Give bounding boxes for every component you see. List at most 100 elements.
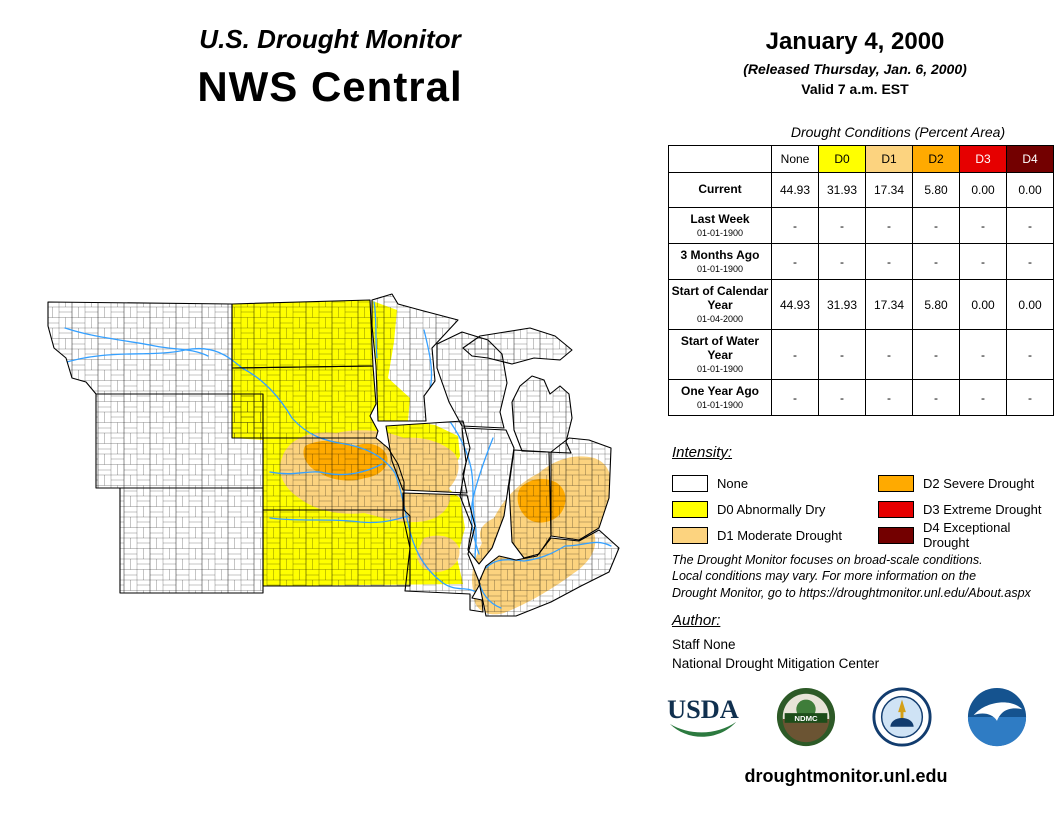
row-label: Current: [698, 182, 742, 197]
row-label: One Year Ago: [680, 384, 760, 399]
river-lines: [59, 301, 612, 609]
legend-label: D0 Abnormally Dry: [717, 501, 826, 517]
value-cell: -: [959, 243, 1007, 281]
legend-label: D2 Severe Drought: [923, 475, 1035, 491]
column-header-d0: D0: [818, 145, 866, 173]
value-cell: 44.93: [771, 172, 819, 208]
row-label-cell: 3 Months Ago 01-01-1900: [668, 243, 772, 281]
value-cell: -: [865, 243, 913, 281]
value-cell: 0.00: [1006, 172, 1054, 208]
value-cell: -: [959, 206, 1007, 245]
legend-item: D3 Extreme Drought: [878, 496, 1056, 522]
column-header-none: None: [771, 145, 819, 173]
legend-swatch: [878, 526, 914, 544]
table-row: One Year Ago 01-01-1900 ------: [668, 379, 1054, 417]
row-label-cell: One Year Ago 01-01-1900: [668, 379, 772, 417]
disclaimer-line-1: The Drought Monitor focuses on broad-sca…: [672, 553, 983, 567]
table-row: Last Week 01-01-1900 ------: [668, 206, 1054, 245]
row-label-cell: Last Week 01-01-1900: [668, 206, 772, 245]
value-cell: 0.00: [959, 279, 1007, 331]
legend-item: D0 Abnormally Dry: [672, 496, 872, 522]
table-title: Drought Conditions (Percent Area): [790, 124, 1006, 140]
legend-swatch: [672, 500, 708, 518]
value-cell: 5.80: [912, 172, 960, 208]
value-cell: 0.00: [959, 172, 1007, 208]
legend-item: None: [672, 470, 872, 496]
commerce-seal-logo: [872, 687, 932, 747]
value-cell: -: [818, 329, 866, 381]
column-header-d1: D1: [865, 145, 913, 173]
column-header-d2: D2: [912, 145, 960, 173]
noaa-logo: [967, 687, 1027, 747]
value-cell: -: [959, 329, 1007, 381]
column-header-d4: D4: [1006, 145, 1054, 173]
table-row: Start of Calendar Year 01-04-2000 44.93 3…: [668, 279, 1054, 331]
row-date: 01-01-1900: [696, 263, 744, 274]
legend-label: D4 Exceptional Drought: [923, 520, 1011, 550]
conditions-table: None D0 D1 D2 D3 D4 Current 44.93 31.93 17.34 5.…: [668, 145, 1054, 417]
value-cell: 5.80: [912, 279, 960, 331]
drought-map: [20, 286, 650, 668]
legend-item: D4 Exceptional Drought: [878, 520, 1056, 550]
value-cell: -: [912, 329, 960, 381]
title-block: U.S. Drought Monitor NWS Central: [40, 24, 620, 111]
value-cell: -: [1006, 206, 1054, 245]
table-row: Current 44.93 31.93 17.34 5.80 0.00 0.00: [668, 172, 1054, 208]
legend-swatch: [878, 474, 914, 492]
author-organization: National Drought Mitigation Center: [672, 656, 880, 671]
intensity-title: Intensity:: [672, 444, 733, 461]
ndmc-logo-text: NDMC: [795, 714, 819, 723]
row-date: 01-01-1900: [696, 227, 744, 238]
map-date: January 4, 2000: [765, 28, 945, 55]
valid-time: Valid 7 a.m. EST: [801, 81, 909, 97]
legend-swatch: [878, 500, 914, 518]
value-cell: -: [1006, 379, 1054, 417]
disclaimer: The Drought Monitor focuses on broad-sca…: [672, 552, 1052, 601]
table-row: 3 Months Ago 01-01-1900 ------: [668, 243, 1054, 281]
conditions-table-body: Current 44.93 31.93 17.34 5.80 0.00 0.00 Last…: [668, 172, 1054, 417]
row-date: 01-04-2000: [696, 313, 744, 324]
row-label: 3 Months Ago: [680, 248, 760, 263]
value-cell: -: [771, 206, 819, 245]
author-name: Staff None: [672, 637, 736, 652]
legend-item: D1 Moderate Drought: [672, 522, 872, 548]
value-cell: -: [959, 379, 1007, 417]
value-cell: -: [771, 329, 819, 381]
date-block: January 4, 2000 (Released Thursday, Jan.…: [690, 28, 1020, 97]
disclaimer-line-2: Local conditions may vary. For more info…: [672, 569, 977, 584]
value-cell: -: [1006, 329, 1054, 381]
value-cell: 17.34: [865, 279, 913, 331]
drought-map-svg: [47, 293, 620, 617]
row-label-cell: Start of Water Year 01-01-1900: [668, 329, 772, 381]
usda-swoosh: [669, 721, 737, 737]
table-row: Start of Water Year 01-01-1900 ------: [668, 329, 1054, 381]
value-cell: -: [865, 379, 913, 417]
row-date: 01-01-1900: [696, 363, 744, 374]
value-cell: -: [865, 329, 913, 381]
value-cell: -: [771, 379, 819, 417]
row-date: 01-01-1900: [696, 399, 744, 410]
table-corner: [668, 145, 772, 173]
legend-label: None: [717, 475, 749, 491]
legend-label: D1 Moderate Drought: [717, 527, 843, 543]
legend-swatch: [672, 526, 708, 544]
row-label: Last Week: [690, 212, 750, 226]
value-cell: -: [771, 243, 819, 281]
logo-row: USDA NDMC: [664, 686, 1028, 748]
value-cell: -: [912, 379, 960, 417]
column-header-d3: D3: [959, 145, 1007, 173]
row-label: Start of Water Year: [680, 334, 760, 363]
ndmc-logo: NDMC: [777, 687, 836, 747]
value-cell: -: [865, 206, 913, 245]
report-title: U.S. Drought Monitor: [199, 24, 461, 54]
value-cell: -: [818, 379, 866, 417]
usda-logo: USDA: [667, 695, 739, 737]
conditions-header-row: None D0 D1 D2 D3 D4: [668, 145, 1054, 173]
legend-swatch: [672, 474, 708, 492]
legend-label: D3 Extreme Drought: [923, 501, 1042, 517]
author-title: Author:: [672, 612, 721, 629]
row-label: Start of Calendar Year: [671, 284, 769, 313]
value-cell: -: [912, 243, 960, 281]
value-cell: -: [818, 243, 866, 281]
